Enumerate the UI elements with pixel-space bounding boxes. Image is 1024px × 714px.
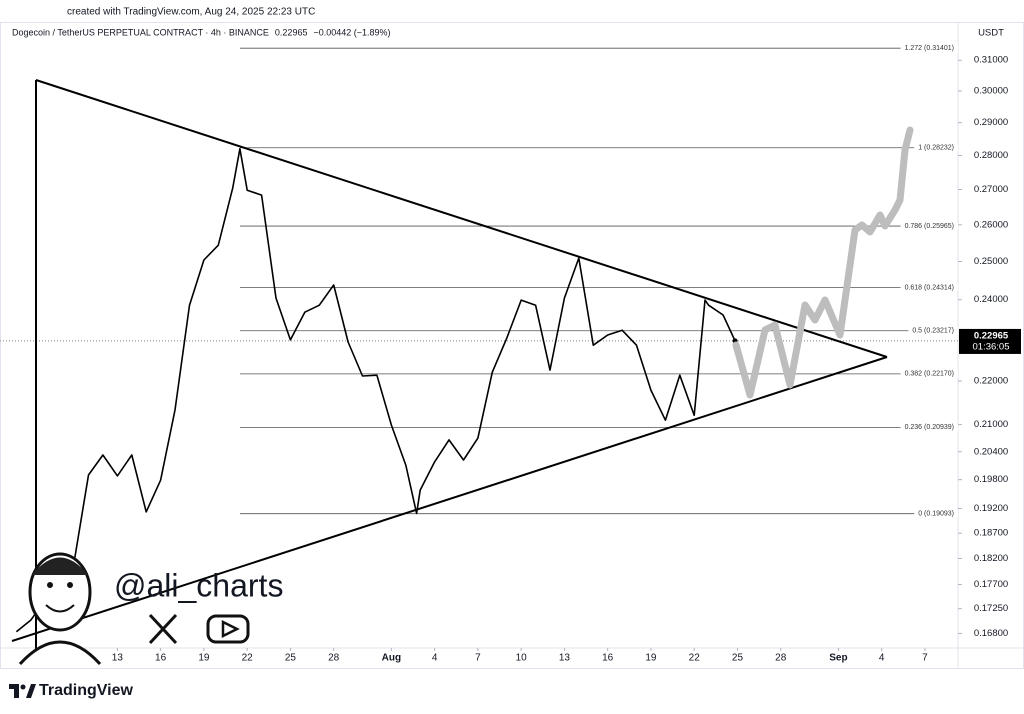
title-change: −0.00442 (−1.89%) xyxy=(313,27,390,37)
symbol-title: Dogecoin / TetherUS PERPETUAL CONTRACT ·… xyxy=(12,27,269,37)
countdown-label: 01:36:05 xyxy=(973,341,1010,352)
title-price: 0.22965 xyxy=(275,27,308,37)
youtube-icon xyxy=(206,614,250,644)
x-tick-label: 25 xyxy=(732,653,744,664)
watermark-handle: @ali_charts xyxy=(114,567,283,603)
y-tick-label: 0.19800 xyxy=(974,474,1008,485)
avatar-hair xyxy=(32,557,88,575)
x-icon xyxy=(148,613,178,645)
x-tick-label: 7 xyxy=(475,653,481,664)
fib-label: 0.382 (0.22170) xyxy=(905,371,954,378)
y-tick-label: 0.22000 xyxy=(974,376,1008,387)
x-tick-label: 19 xyxy=(198,653,210,664)
brand-logo xyxy=(9,684,36,698)
fib-label-bg xyxy=(908,327,958,335)
last-price-label: 0.22965 xyxy=(974,330,1009,341)
y-tick-label: 0.17250 xyxy=(974,603,1008,614)
fib-label-bg xyxy=(900,424,958,432)
x-tick-label: 16 xyxy=(602,653,614,664)
fib-label: 0 (0.19093) xyxy=(918,511,954,518)
x-tick-label: 28 xyxy=(775,653,787,664)
y-tick-label: 0.18700 xyxy=(974,528,1008,539)
fib-label: 0.236 (0.20939) xyxy=(905,424,954,431)
x-tick-label: 13 xyxy=(559,653,571,664)
x-tick-label: 13 xyxy=(112,653,124,664)
brand-name: TradingView xyxy=(39,682,134,699)
y-tick-label: 0.20400 xyxy=(974,446,1008,457)
avatar-body xyxy=(18,640,102,666)
y-tick-label: 0.26000 xyxy=(974,219,1008,230)
y-tick-label: 0.30000 xyxy=(974,85,1008,96)
avatar-eye xyxy=(67,582,73,588)
fib-label-bg xyxy=(900,222,958,230)
fib-label-bg xyxy=(900,370,958,378)
x-tick-label: 4 xyxy=(432,653,438,664)
triangle-bottom xyxy=(11,356,888,642)
price-line xyxy=(15,148,736,633)
fib-levels: 1.272 (0.31401) 1 (0.28232) 0.786 (0.25965… xyxy=(240,45,958,518)
x-tick-label: 19 xyxy=(645,653,657,664)
y-tick-label: 0.25000 xyxy=(974,256,1008,267)
y-axis-label: USDT xyxy=(978,28,1004,39)
x-tick-label: 25 xyxy=(285,653,297,664)
fib-label: 1 (0.28232) xyxy=(918,145,954,152)
y-tick-label: 0.18200 xyxy=(974,553,1008,564)
y-tick-label: 0.19200 xyxy=(974,503,1008,514)
header: created with TradingView.com, Aug 24, 20… xyxy=(67,7,315,18)
y-tick-label: 0.27000 xyxy=(974,184,1008,195)
youtube-play xyxy=(221,619,240,639)
y-tick-label: 0.16800 xyxy=(974,628,1008,639)
triangle xyxy=(11,79,888,650)
fib-label: 1.272 (0.31401) xyxy=(905,45,954,52)
x-tick-label: 22 xyxy=(242,653,254,664)
projection-drawing xyxy=(732,126,914,399)
x-tick-label: 28 xyxy=(328,653,340,664)
marks xyxy=(0,148,958,633)
fib-label: 0.5 (0.23217) xyxy=(912,328,954,335)
avatar-smile xyxy=(45,604,75,613)
x-tick-label: 10 xyxy=(516,653,528,664)
last-price-box xyxy=(959,328,1021,354)
x-tick-label: 4 xyxy=(879,653,885,664)
x-tick-label: 7 xyxy=(922,653,928,664)
y-tick-label: 0.21000 xyxy=(974,419,1008,430)
triangle-top xyxy=(35,79,888,358)
watermark-avatar xyxy=(18,552,102,666)
x-icon-stroke xyxy=(148,613,178,645)
fib-label-bg xyxy=(914,144,958,152)
y-tick-label: 0.24000 xyxy=(974,294,1008,305)
fib-label-bg xyxy=(914,510,958,518)
logo-mark xyxy=(26,684,36,698)
y-tick-label: 0.31000 xyxy=(974,55,1008,66)
fib-label: 0.786 (0.25965) xyxy=(905,223,954,230)
y-tick-label: 0.29000 xyxy=(974,117,1008,128)
fib-label: 0.618 (0.24314) xyxy=(905,284,954,291)
logo-mark xyxy=(9,684,19,698)
x-tick-label: Sep xyxy=(829,653,847,664)
y-tick-label: 0.28000 xyxy=(974,150,1008,161)
x-tick-label: Aug xyxy=(382,653,401,664)
x-tick-label: 16 xyxy=(155,653,167,664)
fib-label-bg xyxy=(900,45,958,53)
avatar-eye xyxy=(47,582,53,588)
fib-label-bg xyxy=(900,284,958,292)
y-tick-label: 0.17700 xyxy=(974,579,1008,590)
logo-dot xyxy=(20,684,26,690)
x-tick-label: 22 xyxy=(689,653,701,664)
